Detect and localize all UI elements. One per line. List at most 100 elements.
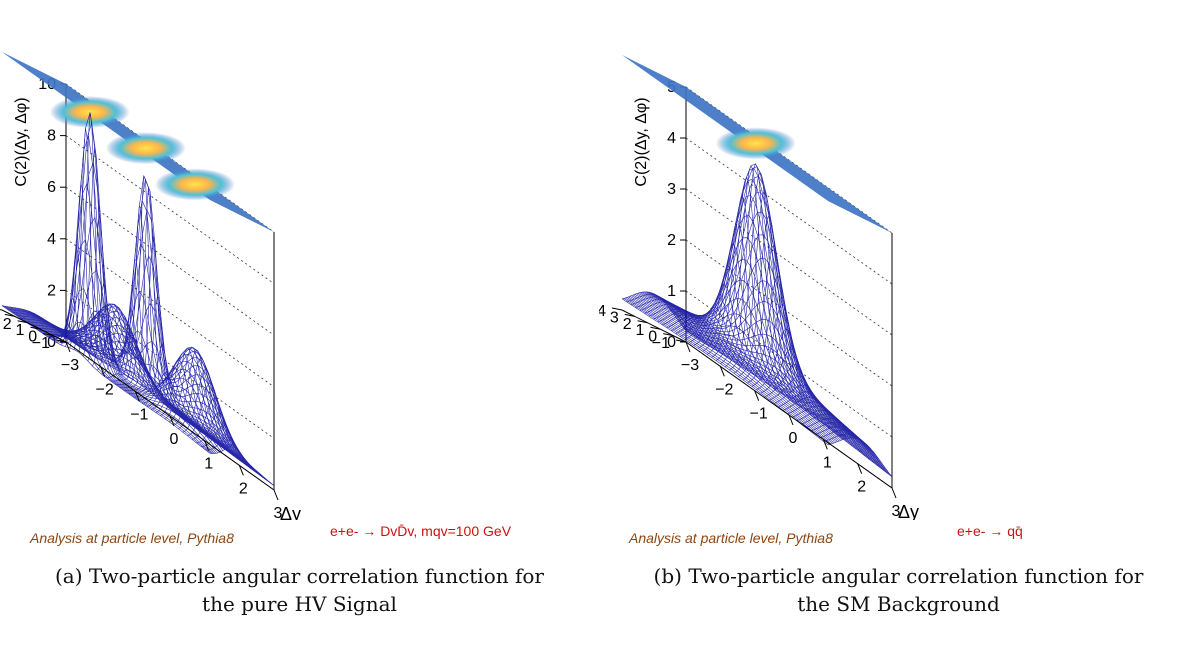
mesh-line-x	[697, 265, 763, 381]
projection-hotspot	[154, 168, 235, 201]
mesh-line-x	[657, 310, 723, 355]
analysis-note: Analysis at particle level, Pythia8	[30, 530, 234, 546]
x-tick-label: −1	[750, 406, 768, 423]
y-tick	[637, 320, 648, 324]
mesh-line-x	[760, 348, 826, 426]
mesh-line-x	[787, 401, 852, 446]
mesh-line-x	[648, 306, 714, 349]
mesh-line-x	[24, 320, 89, 354]
mesh-line-x	[680, 312, 745, 369]
mesh-line-x	[635, 298, 700, 340]
z-tick-label: 2	[667, 232, 676, 249]
mesh-line-x	[146, 374, 211, 440]
x-tick-label: −2	[715, 381, 733, 398]
x-tick	[100, 366, 106, 377]
mesh-line-x	[164, 347, 229, 453]
surface-mesh	[621, 163, 893, 478]
mesh-line-x	[827, 437, 893, 477]
mesh-line-x	[124, 234, 189, 423]
mesh-line-x	[38, 329, 103, 362]
mesh-line-x	[783, 396, 848, 443]
analysis-note: Analysis at particle level, Pythia8	[629, 530, 833, 546]
caption-tag: (a)	[55, 564, 83, 588]
mesh-line-x	[626, 294, 691, 334]
caption-line2: the SM Background	[797, 592, 1000, 616]
x-tick	[65, 341, 71, 353]
x-axis-label: Δy	[280, 504, 301, 520]
mesh-line-x	[196, 412, 261, 476]
mesh-line-x	[684, 307, 749, 372]
y-tick	[4, 313, 15, 317]
x-tick-label: 2	[857, 479, 866, 496]
mesh-line-x	[818, 429, 884, 471]
x-tick-label: 1	[204, 456, 213, 473]
x-tick-label: −3	[61, 357, 79, 374]
grid-line	[685, 188, 893, 336]
mesh-line-x	[810, 421, 875, 464]
mesh-line-y	[650, 167, 857, 439]
y-tick-label: 2	[3, 316, 12, 333]
mesh-line-x	[733, 189, 799, 406]
mesh-line-x	[644, 303, 709, 346]
mesh-line-x	[155, 359, 220, 446]
mesh-line-x	[160, 352, 225, 450]
mesh-line-x	[128, 295, 193, 427]
x-tick-label: −1	[130, 406, 148, 423]
mesh-line-x	[805, 418, 870, 460]
y-tick	[30, 326, 41, 330]
y-tick	[43, 333, 54, 337]
x-tick	[719, 366, 725, 377]
mesh-line-y	[629, 295, 837, 443]
z-tick-label: 0	[667, 334, 676, 351]
mesh-line-x	[110, 205, 175, 413]
mesh-line-x	[675, 314, 740, 366]
mesh-line-x	[729, 171, 794, 403]
y-tick-label: 1	[635, 322, 644, 339]
mesh-line-x	[621, 291, 687, 331]
mesh-line-x	[191, 397, 257, 473]
mesh-line-x	[42, 326, 107, 365]
mesh-line-x	[800, 414, 866, 457]
x-tick-label: 3	[274, 505, 283, 520]
process-label: e+e- → DvD̄v, mqv=100 GeV	[330, 523, 512, 539]
mesh-line-x	[182, 368, 248, 466]
x-tick	[891, 487, 897, 499]
grid-line	[685, 290, 893, 438]
y-tick-label: 0	[28, 329, 37, 346]
z-tick-label: 1	[667, 283, 676, 300]
mesh-line-x	[83, 147, 148, 391]
y-tick	[611, 307, 623, 311]
y-tick-label: 2	[623, 316, 632, 333]
z-tick-label: 3	[667, 181, 676, 198]
projection-hotspot	[105, 132, 186, 165]
caption: (b) Two-particle angular correlation fun…	[599, 562, 1198, 618]
mesh-line-x	[10, 311, 76, 345]
x-tick	[169, 415, 175, 427]
z-tick-label: 0	[47, 334, 56, 351]
z-axis-label: C(2)(Δy, Δφ)	[13, 97, 30, 186]
y-tick	[675, 339, 687, 343]
y-axis-line	[1, 309, 67, 343]
x-tick	[754, 390, 760, 401]
caption-line1: Two-particle angular correlation functio…	[688, 564, 1144, 588]
mesh-line-x	[178, 357, 243, 463]
grid-line	[685, 239, 893, 387]
mesh-line-x	[173, 349, 238, 460]
y-tick	[55, 339, 67, 343]
projection-hotspot	[715, 127, 796, 160]
mesh-line-x	[630, 296, 696, 337]
mesh-line-x	[689, 297, 754, 375]
x-tick-label: −2	[96, 382, 114, 399]
y-tick	[0, 309, 3, 311]
projection-hotspot	[49, 96, 130, 129]
panel-b: 012345C(2)(Δy, Δφ)−3−2−10123−101234ΔyΔφ …	[599, 0, 1198, 646]
z-tick-label: 4	[47, 231, 56, 248]
x-tick	[788, 414, 794, 426]
x-tick	[857, 463, 863, 474]
mesh-line-x	[778, 391, 843, 439]
mesh-line-x	[653, 308, 718, 352]
mesh-line-x	[1, 305, 67, 338]
